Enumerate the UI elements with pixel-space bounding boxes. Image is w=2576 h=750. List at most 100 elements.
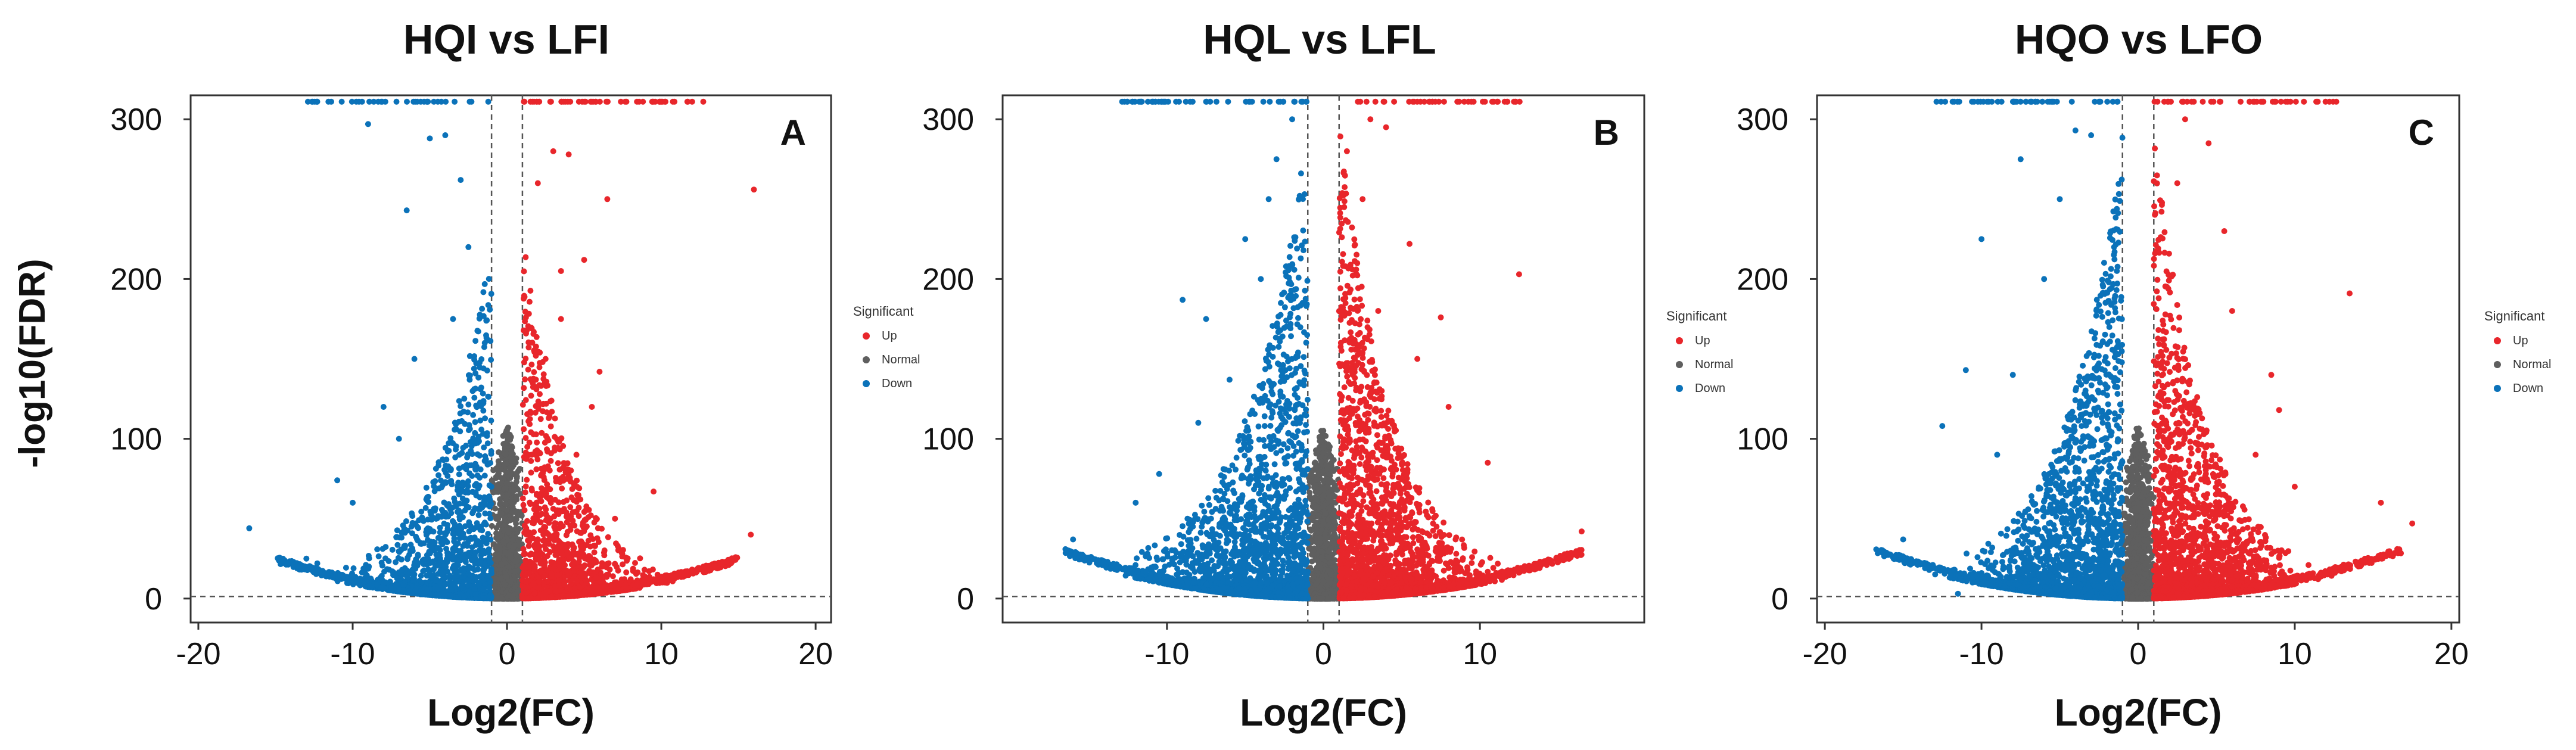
up-gene-point [553,531,560,537]
down-gene-point [480,400,487,406]
down-gene-point [409,519,416,526]
up-gene-point [641,567,648,573]
saturated-gene-point [452,98,458,105]
normal-gene-point [496,462,502,468]
down-gene-point [487,497,493,503]
down-gene-point [476,315,483,322]
down-gene-point [394,542,401,548]
x-tick-label: -10 [330,637,375,671]
legend-title: Significant [853,304,914,319]
up-gene-point [578,569,584,575]
up-gene-point [574,528,580,534]
x-tick-label: 10 [644,637,679,671]
up-gene-point [536,584,542,591]
down-gene-point [488,291,494,297]
up-gene-point [522,489,528,496]
up-gene-point [581,528,587,534]
saturated-gene-point [424,98,431,105]
up-gene-point [543,490,549,497]
down-gene-point [378,572,385,579]
down-gene-point [482,510,489,516]
up-gene-point [521,507,528,514]
up-gene-point [542,464,548,471]
normal-gene-point [507,517,514,524]
up-gene-point [529,551,535,558]
up-gene-point [561,557,567,563]
down-gene-point [463,466,469,472]
down-gene-point [481,281,488,287]
down-gene-point [423,496,430,503]
down-gene-point [405,555,411,561]
up-gene-point [599,560,605,567]
up-gene-point [581,517,588,524]
down-gene-point [484,430,490,437]
down-gene-point [485,572,491,579]
down-outlier-point [411,356,418,362]
normal-gene-point [512,568,518,575]
down-gene-point [466,564,473,571]
down-outlier-point [403,207,410,214]
down-gene-point [452,419,458,426]
x-axis-label: Log2(FC) [427,691,595,734]
up-gene-point [571,522,578,529]
down-gene-point [444,522,450,528]
normal-gene-point [503,460,509,467]
up-outlier-point [589,404,595,410]
up-gene-point [520,595,527,601]
down-gene-point [472,440,479,447]
up-gene-point [594,535,601,542]
down-gene-point [484,317,490,323]
up-outlier-point [604,196,611,203]
saturated-gene-point [521,98,527,105]
down-gene-point [427,570,433,576]
down-outlier-point [450,316,456,322]
down-gene-point [442,581,448,588]
down-gene-point [431,483,437,490]
up-gene-point [525,344,532,351]
chart-title: HQI vs LFI [403,16,609,63]
up-gene-point [568,494,575,500]
up-gene-point [521,551,528,558]
up-gene-point [522,449,529,456]
up-gene-point [630,581,636,588]
down-gene-point [468,536,475,542]
down-gene-point [487,536,494,543]
down-gene-point [437,529,443,536]
normal-gene-point [512,525,519,532]
down-gene-point [379,546,386,552]
down-gene-point [433,592,439,599]
down-gene-point [440,535,447,542]
down-gene-point [471,353,478,359]
up-gene-point [536,556,543,563]
down-gene-point [375,553,382,559]
up-gene-point [553,475,559,481]
up-gene-point [603,574,609,580]
up-gene-point [521,295,527,302]
saturated-gene-point [581,98,587,105]
down-gene-point [450,562,457,569]
up-gene-point [551,513,558,519]
legend-label-down: Down [882,377,912,390]
up-gene-point [599,525,605,532]
down-gene-point [444,556,450,562]
normal-gene-point [497,575,503,582]
down-gene-point [460,444,466,451]
down-gene-point [487,593,493,599]
down-gene-point [478,427,485,433]
up-gene-point [521,268,527,275]
down-gene-point [435,534,441,541]
up-gene-point [539,430,545,436]
up-gene-point [655,574,661,580]
down-gene-point [481,586,487,593]
up-gene-point [533,499,540,506]
saturated-gene-point [547,98,554,105]
down-gene-point [465,478,471,484]
up-gene-point [571,481,577,488]
up-gene-point [536,512,543,519]
normal-gene-point [502,441,508,447]
down-gene-point [382,555,388,562]
saturated-gene-point [485,98,491,105]
down-gene-point [472,482,478,488]
down-gene-point [456,535,463,542]
